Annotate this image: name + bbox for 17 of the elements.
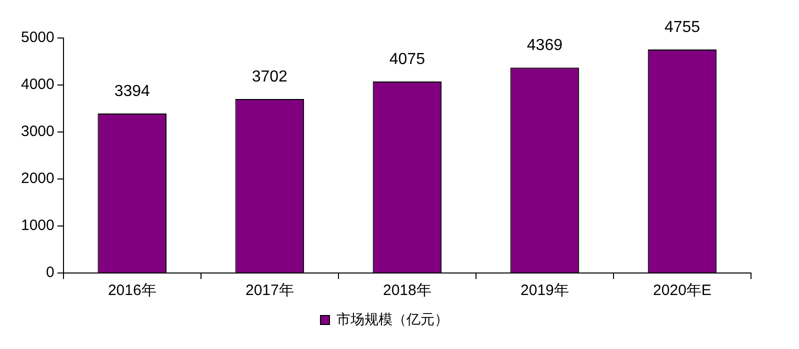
y-tick-label: 0 (46, 264, 54, 282)
y-tick-label: 1000 (20, 217, 54, 234)
x-tick-label: 2019年 (520, 282, 569, 300)
x-tick-label: 2017年 (245, 282, 294, 300)
data-label: 4755 (664, 18, 700, 36)
x-tick-label: 2020年E (653, 282, 712, 300)
y-tick-label: 5000 (20, 29, 54, 46)
legend-label: 市场规模（亿元） (336, 310, 448, 327)
y-tick-label: 4000 (20, 76, 54, 94)
y-tick-label: 2000 (20, 170, 54, 188)
data-label: 4369 (526, 37, 563, 54)
x-tick-label: 2018年 (382, 282, 432, 300)
y-tick-label: 3000 (20, 123, 54, 140)
data-label: 3394 (114, 82, 150, 100)
data-label: 4075 (389, 50, 426, 68)
x-tick-label: 2016年 (108, 282, 156, 300)
data-label: 3702 (252, 68, 288, 86)
